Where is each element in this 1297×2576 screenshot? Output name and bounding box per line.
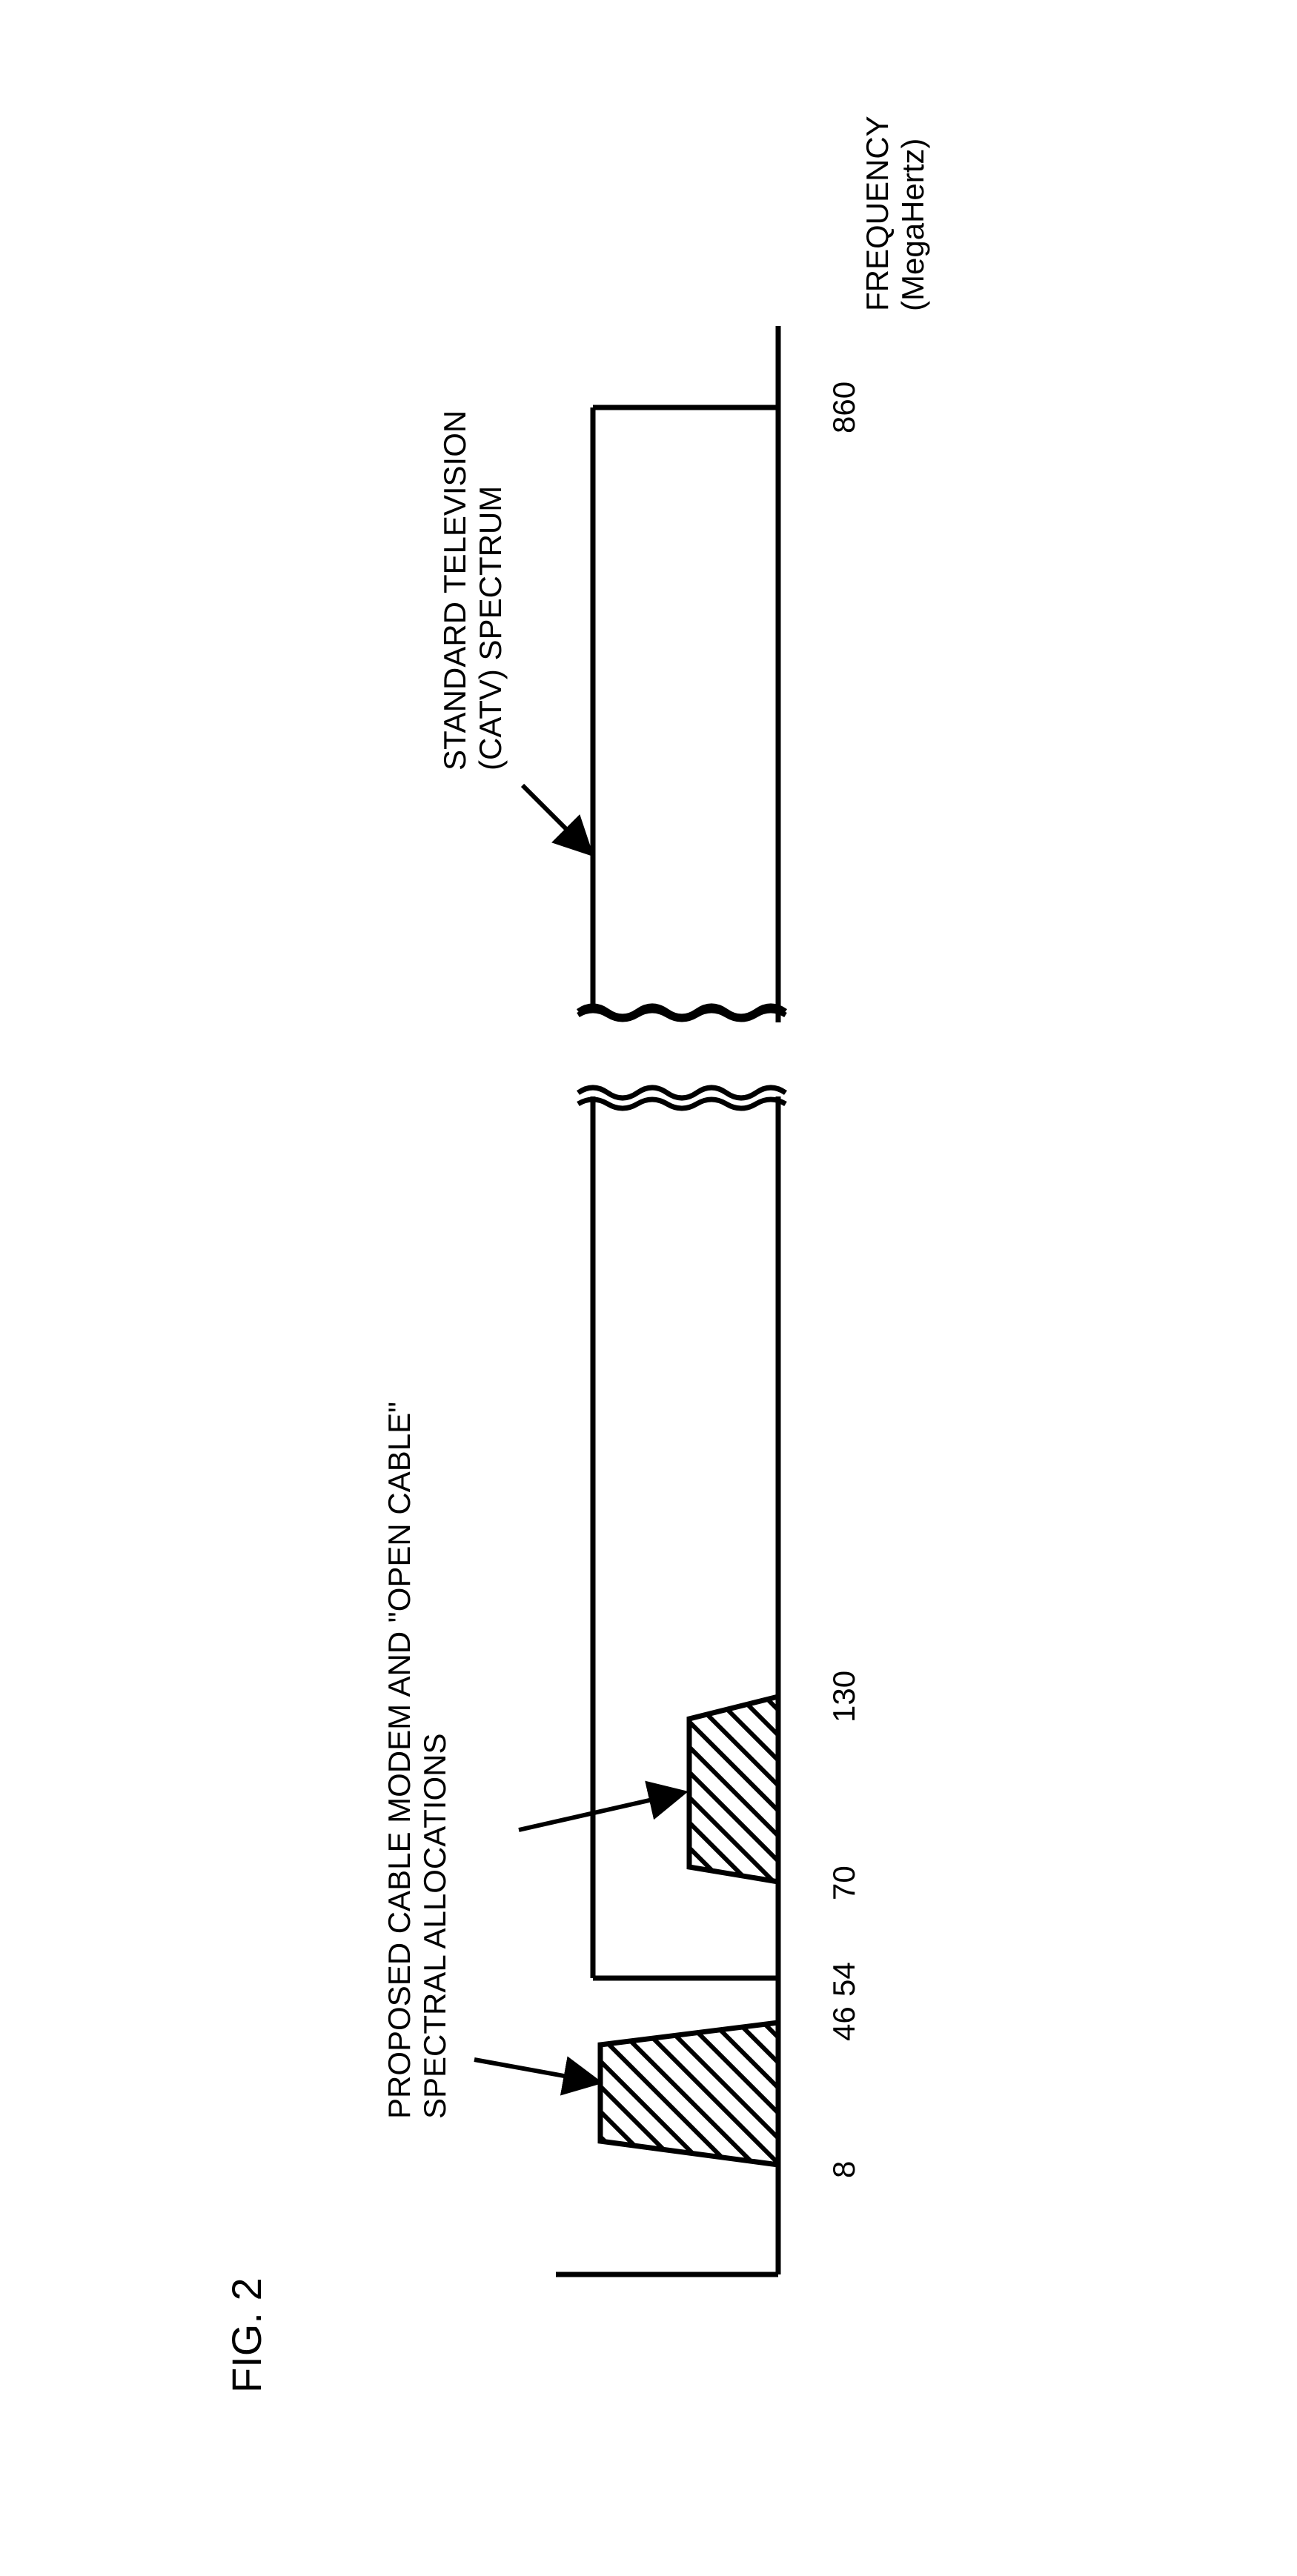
spectrum-diagram [15,15,1297,2561]
figure-page: FIG. 2 FREQUENCY (MegaHertz) STANDARD TE… [15,15,1297,2561]
axis-break-gap [578,1022,793,1096]
axis-break [578,1099,786,1108]
catv-arrow [523,785,589,852]
proposed-arrow-2 [519,1793,682,1830]
axis-break [578,1006,786,1016]
proposed-arrow-1 [474,2060,597,2082]
hatched-band-high [689,1697,778,1882]
hatched-band-low [600,2023,778,2165]
